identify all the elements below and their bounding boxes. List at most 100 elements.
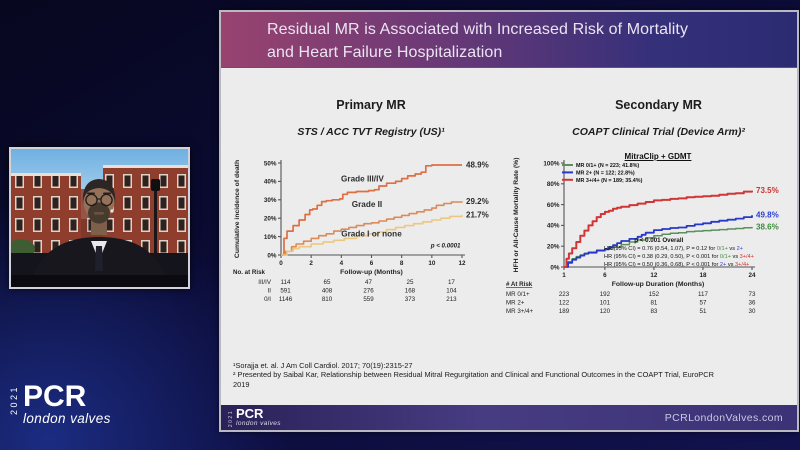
svg-text:MR 3+/4+: MR 3+/4+: [506, 308, 534, 315]
svg-text:6: 6: [603, 272, 607, 279]
svg-text:20%: 20%: [264, 216, 277, 223]
logo-brand-sub: london valves: [23, 410, 111, 426]
slide-footer-logo-brand: PCR: [236, 405, 264, 421]
citation-2-cont: 2019: [233, 379, 250, 389]
svg-text:40%: 40%: [264, 179, 277, 186]
slide-footer-logo-sub: london valves: [236, 419, 281, 427]
slide-footer-logo: 2021 PCR london valves: [228, 405, 281, 428]
svg-text:104: 104: [446, 288, 457, 295]
svg-text:29.2%: 29.2%: [466, 197, 489, 206]
slide-title: Residual MR is Associated with Increased…: [221, 12, 797, 68]
svg-text:559: 559: [363, 296, 374, 303]
svg-text:0%: 0%: [550, 264, 560, 271]
svg-text:408: 408: [322, 288, 333, 295]
secondary-mr-heading: Secondary MR: [615, 98, 702, 112]
svg-text:36: 36: [749, 300, 756, 307]
svg-text:Follow-up Duration (Months): Follow-up Duration (Months): [612, 281, 705, 288]
svg-text:24: 24: [748, 272, 756, 279]
presenter-scene: [7, 149, 188, 287]
svg-text:p < 0.0001: p < 0.0001: [430, 243, 461, 250]
svg-text:Cumulative incidence of death: Cumulative incidence of death: [234, 160, 241, 258]
pcr-london-valves-logo: 2021 PCR london valves: [9, 380, 111, 426]
svg-text:122: 122: [559, 300, 570, 307]
svg-text:12: 12: [458, 260, 466, 267]
slide-title-line2: and Heart Failure Hospitalization: [267, 43, 503, 61]
citations: ¹Sorajja et. al. J Am Coll Cardiol. 2017…: [233, 361, 785, 389]
svg-text:120: 120: [600, 308, 611, 315]
svg-text:114: 114: [281, 279, 291, 286]
svg-text:60%: 60%: [547, 202, 560, 209]
svg-text:17: 17: [448, 279, 455, 286]
svg-text:HR (95% CI) = 0.76 (0.54, 1.07: HR (95% CI) = 0.76 (0.54, 1.07), P = 0.1…: [604, 246, 743, 252]
svg-text:18: 18: [699, 272, 707, 279]
svg-text:40%: 40%: [547, 223, 560, 230]
svg-text:6: 6: [370, 260, 374, 267]
svg-text:10%: 10%: [264, 234, 277, 241]
secondary-mr-chart: 0% 20% 40% 60% 80% 100% 1 6 12 18 24 Follow-up Dura…: [506, 158, 779, 316]
svg-text:MR 0/1+ (N = 223; 41.8%): MR 0/1+ (N = 223; 41.8%): [576, 163, 639, 169]
svg-text:38.6%: 38.6%: [756, 222, 779, 231]
svg-text:168: 168: [405, 288, 416, 295]
svg-text:30: 30: [749, 308, 756, 315]
svg-text:373: 373: [405, 296, 416, 303]
svg-text:HR (95% CI) = 0.50 (0.36, 0.68: HR (95% CI) = 0.50 (0.36, 0.68), P < 0.0…: [604, 262, 749, 268]
svg-text:1146: 1146: [279, 296, 293, 303]
svg-text:10: 10: [428, 260, 436, 267]
svg-text:51: 51: [700, 308, 707, 315]
svg-text:101: 101: [600, 300, 611, 307]
svg-text:MR 3+/4+ (N = 189; 35.4%): MR 3+/4+ (N = 189; 35.4%): [576, 178, 643, 184]
svg-text:49.8%: 49.8%: [756, 211, 779, 220]
svg-text:Grade II: Grade II: [352, 200, 383, 209]
primary-mr-subtitle: STS / ACC TVT Registry (US)¹: [297, 126, 445, 138]
svg-text:II: II: [268, 288, 272, 295]
slide-footer-logo-year: 2021: [228, 409, 234, 428]
citation-2: ² Presented by Saibal Kar, Relationship …: [233, 370, 714, 380]
svg-text:57: 57: [700, 300, 707, 307]
svg-text:0%: 0%: [267, 252, 277, 259]
svg-text:223: 223: [559, 291, 570, 298]
svg-text:No. at Risk: No. at Risk: [233, 269, 266, 276]
presentation-slide: Residual MR is Associated with Increased…: [219, 10, 799, 432]
slide-footer-bar: 2021 PCR london valves PCRLondonValves.c…: [221, 405, 797, 430]
svg-text:Grade III/IV: Grade III/IV: [341, 174, 384, 183]
svg-text:810: 810: [322, 296, 333, 303]
citation-1: ¹Sorajja et. al. J Am Coll Cardiol. 2017…: [233, 361, 413, 370]
logo-year: 2021: [9, 385, 19, 416]
svg-text:Grade I or none: Grade I or none: [341, 230, 402, 239]
svg-text:47: 47: [365, 279, 372, 286]
svg-text:# At Risk: # At Risk: [506, 281, 533, 288]
svg-text:0: 0: [279, 260, 283, 267]
svg-text:20%: 20%: [547, 244, 560, 251]
svg-text:50%: 50%: [264, 160, 277, 167]
conference-website: PCRLondonValves.com: [664, 411, 783, 424]
svg-text:100%: 100%: [543, 160, 560, 167]
svg-text:117: 117: [698, 291, 708, 298]
logo-brand: PCR: [23, 380, 87, 413]
slide-title-line1: Residual MR is Associated with Increased…: [267, 21, 689, 38]
mitraclip-gdmt-label: MitraClip + GDMT: [624, 152, 692, 161]
svg-text:48.9%: 48.9%: [466, 161, 489, 170]
svg-text:HFH or All-Cause Mortality Rat: HFH or All-Cause Mortality Rate (%): [513, 158, 520, 273]
svg-text:276: 276: [363, 288, 374, 295]
svg-text:HR (95% CI) = 0.38 (0.29, 0.50: HR (95% CI) = 0.38 (0.29, 0.50), P < 0.0…: [604, 254, 754, 260]
svg-text:591: 591: [280, 288, 291, 295]
secondary-mr-subtitle: COAPT Clinical Trial (Device Arm)²: [572, 126, 745, 138]
svg-text:73.5%: 73.5%: [756, 186, 779, 195]
svg-text:2: 2: [309, 260, 313, 267]
svg-text:MR 2+: MR 2+: [506, 300, 525, 307]
svg-text:p < 0.001 Overall: p < 0.001 Overall: [634, 237, 683, 244]
primary-mr-heading: Primary MR: [336, 98, 406, 112]
svg-text:152: 152: [649, 291, 660, 298]
svg-text:192: 192: [600, 291, 611, 298]
svg-text:4: 4: [340, 260, 344, 267]
svg-text:81: 81: [650, 300, 657, 307]
svg-text:8: 8: [400, 260, 404, 267]
svg-text:213: 213: [446, 296, 457, 303]
presenter-video: [7, 147, 190, 289]
svg-text:73: 73: [749, 291, 756, 298]
svg-text:30%: 30%: [264, 197, 277, 204]
svg-text:MR 2+ (N = 122; 22.8%): MR 2+ (N = 122; 22.8%): [576, 171, 635, 177]
svg-text:83: 83: [650, 308, 657, 315]
svg-text:12: 12: [650, 272, 658, 279]
